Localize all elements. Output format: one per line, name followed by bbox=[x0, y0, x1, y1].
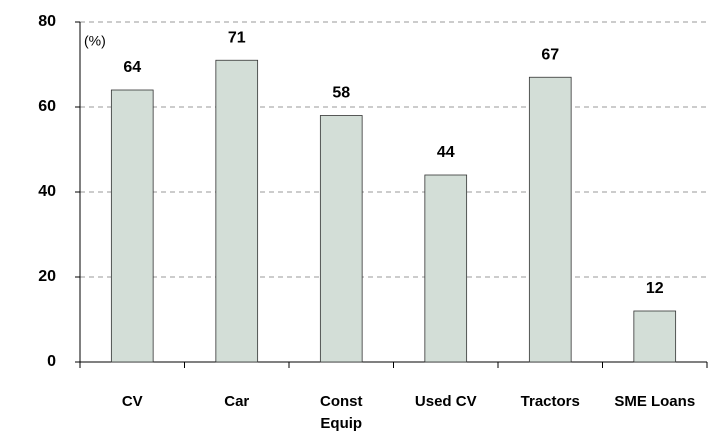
x-tick-label: Tractors bbox=[520, 393, 580, 410]
x-tick-label: Const Equip bbox=[320, 393, 363, 432]
data-label: 12 bbox=[646, 280, 664, 297]
y-tick-label: 20 bbox=[38, 268, 56, 285]
data-label: 71 bbox=[228, 29, 246, 46]
y-tick-label: 0 bbox=[47, 353, 56, 370]
x-tick-label: SME Loans bbox=[614, 393, 696, 410]
bar bbox=[528, 76, 572, 363]
x-tick-label: Used CV bbox=[414, 393, 477, 410]
bar bbox=[110, 89, 154, 363]
y-tick-label: 80 bbox=[38, 13, 56, 30]
data-label: 64 bbox=[123, 59, 141, 76]
x-tick-label: CV bbox=[121, 393, 143, 410]
data-label: 44 bbox=[437, 144, 455, 161]
bar bbox=[633, 310, 677, 363]
annotation: (%) bbox=[84, 33, 106, 49]
bar bbox=[319, 115, 363, 363]
data-label: 58 bbox=[332, 85, 350, 102]
y-tick-label: 60 bbox=[38, 98, 56, 115]
x-tick-label: Car bbox=[224, 393, 250, 410]
bar bbox=[215, 59, 259, 363]
bar bbox=[424, 174, 468, 363]
y-tick-label: 40 bbox=[38, 183, 56, 200]
data-label: 67 bbox=[541, 46, 559, 63]
